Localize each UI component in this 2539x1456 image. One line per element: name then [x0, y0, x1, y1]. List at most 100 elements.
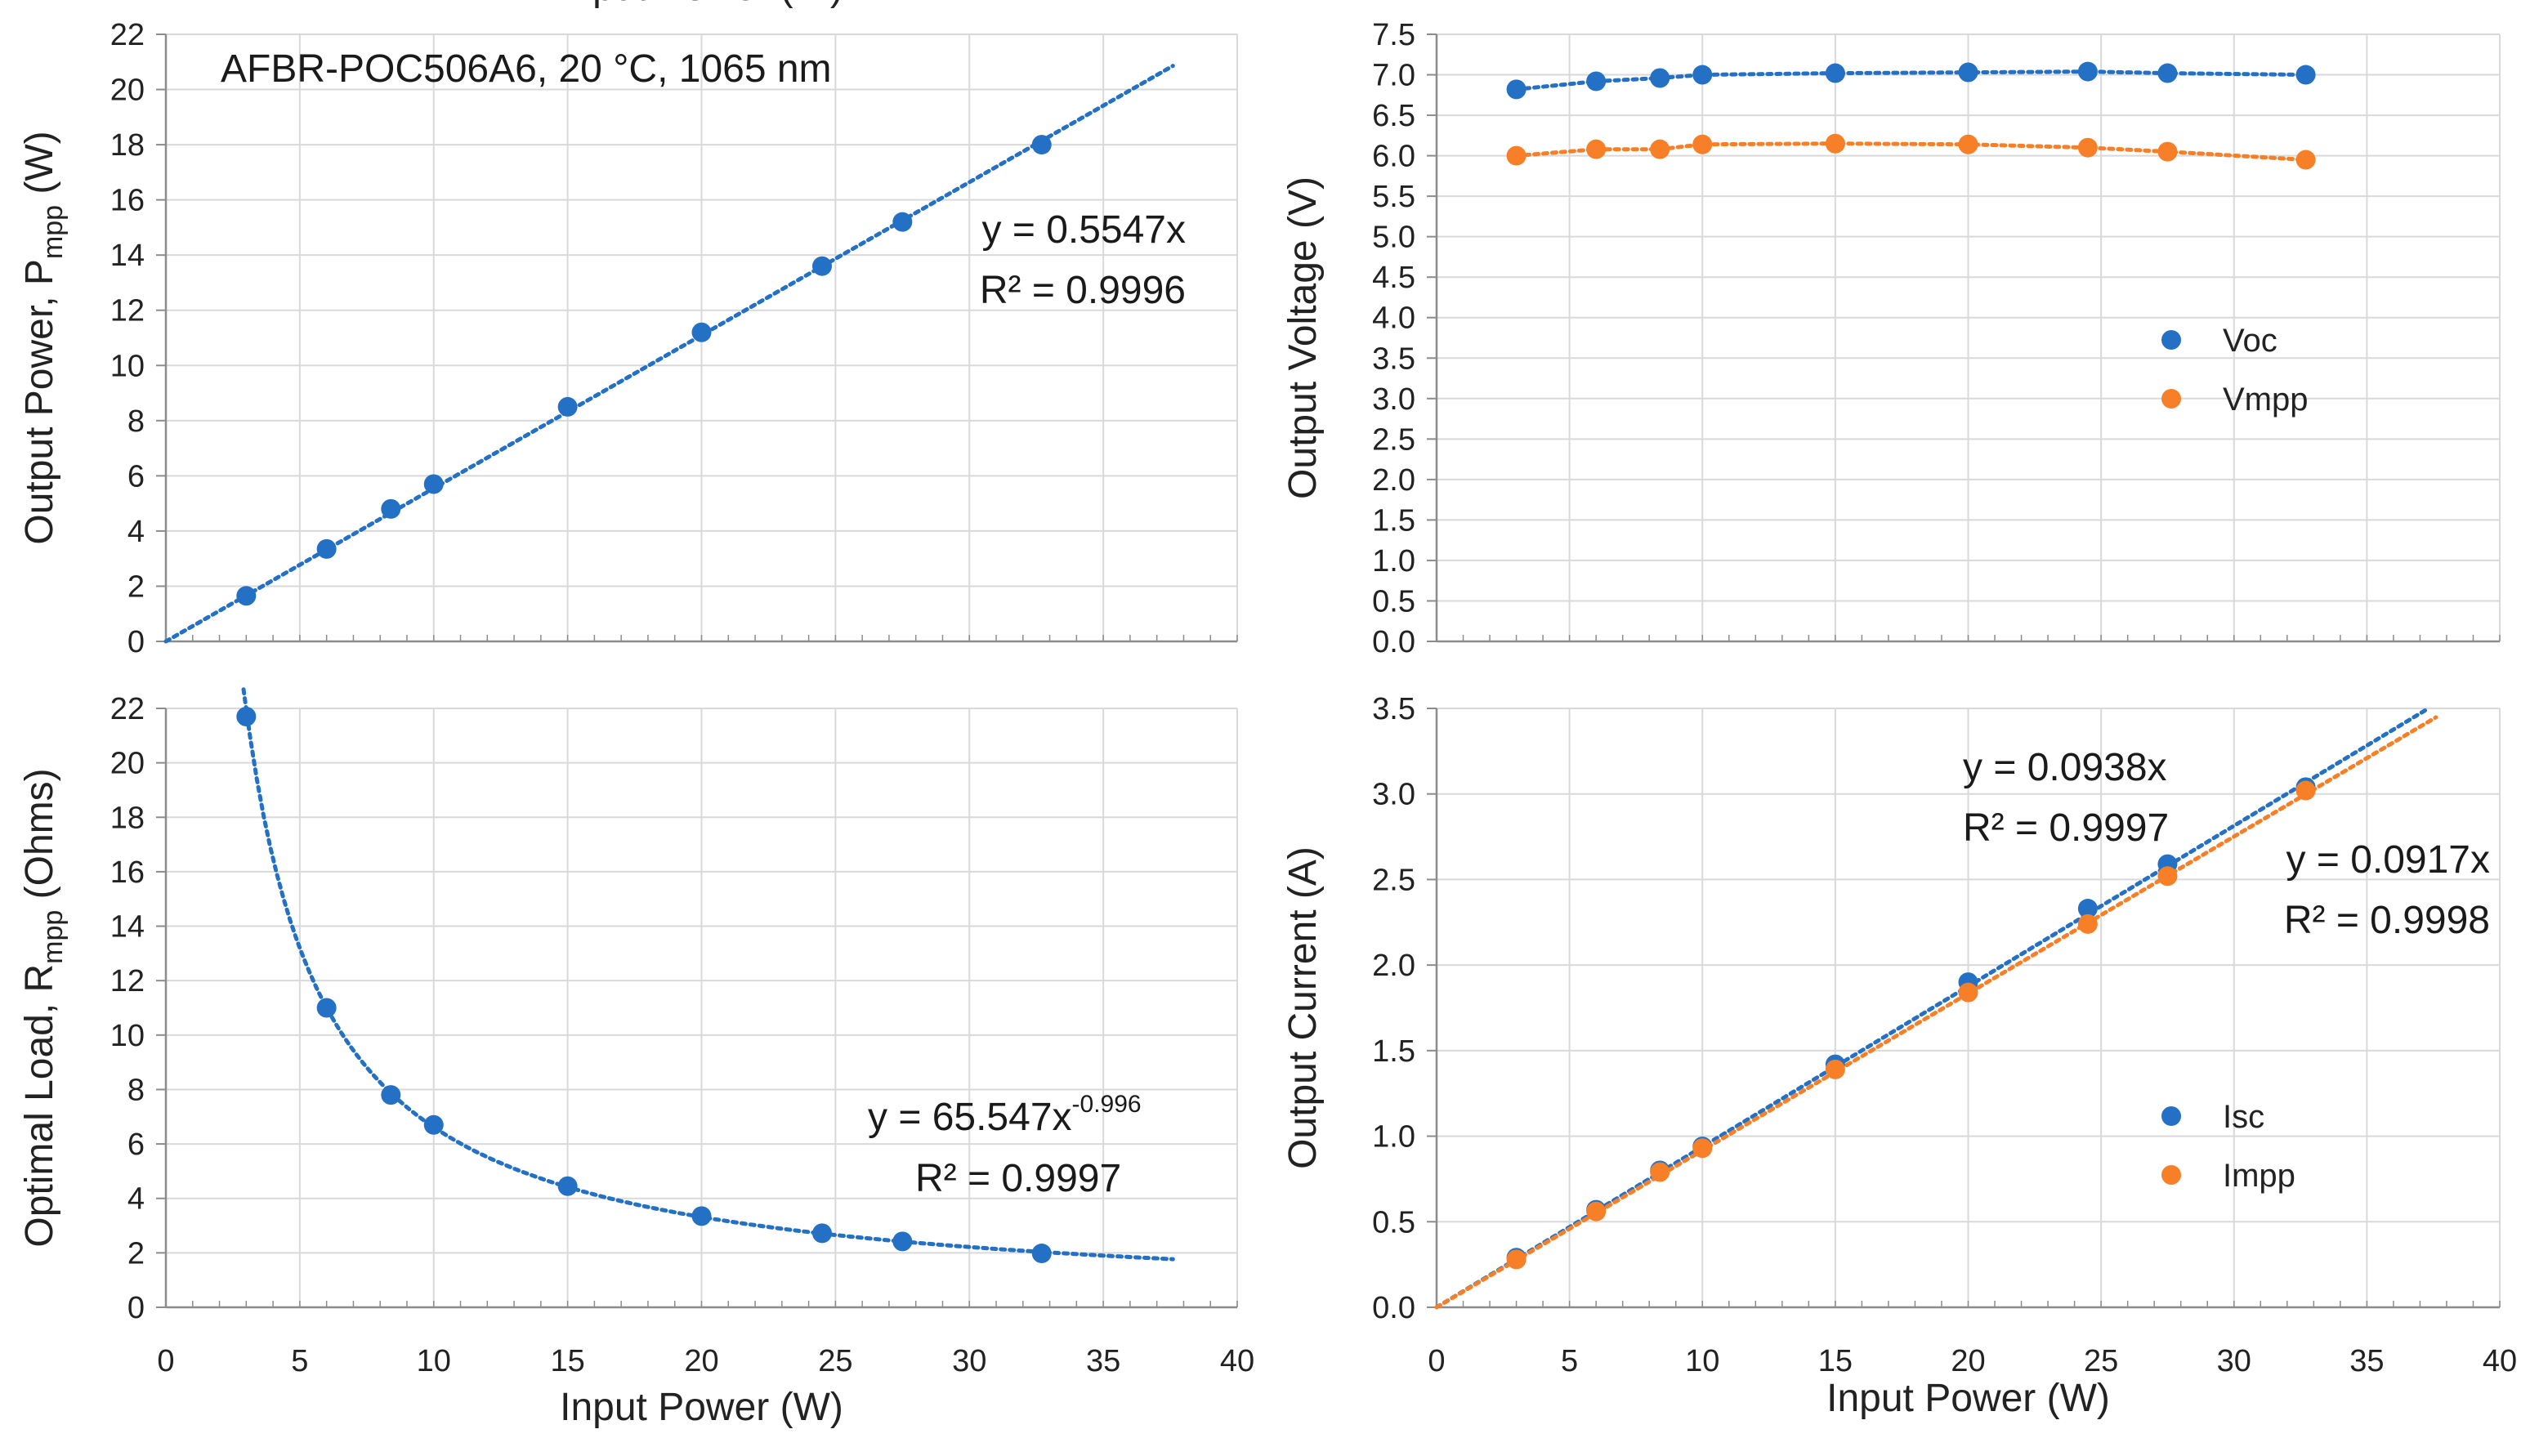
x-tick-label: 40	[2483, 1344, 2517, 1378]
y-tick-label: 2.5	[1372, 422, 1415, 457]
panel-output-current: 0.0 0.5 1.0 1.5 2.0 2.5 3.0 3.5 0 5 10 15 20 25 30 35 40…	[1281, 692, 2517, 1420]
data-point-voc	[2157, 63, 2178, 83]
y-tick-label: 10	[110, 349, 145, 383]
data-point-vmpp	[1506, 145, 1527, 166]
y-tick-label: 8	[127, 1073, 145, 1107]
data-point-impp	[1650, 1162, 1670, 1182]
y-tick-label: 6.0	[1372, 140, 1415, 174]
y-tick-label: 14	[110, 910, 145, 945]
data-point-impp	[2157, 866, 2178, 887]
data-point-voc	[1650, 68, 1670, 88]
x-axis-label: Input Power (W)	[560, 1386, 843, 1429]
y-tick-label: 3.5	[1372, 692, 1415, 726]
y-tick-label: 20	[110, 747, 145, 781]
y-tick-label: 20	[110, 74, 145, 108]
data-point-voc	[1825, 63, 1845, 83]
panel-output-power: 0 2 4 6 8 10 12 14 16 18 20 22 Input Power (W) Output…	[18, 0, 1238, 659]
y-tick-label: 10	[110, 1019, 145, 1053]
y-axis-label: Optimal Load, Rmpp (Ohms)	[18, 768, 69, 1247]
data-point-impp	[1692, 1138, 1713, 1159]
x-tick-label: 5	[291, 1344, 308, 1378]
y-tick-label: 4.0	[1372, 301, 1415, 336]
legend-marker-isc	[2161, 1106, 2181, 1126]
r-squared-label: R² = 0.9997	[915, 1157, 1121, 1200]
data-point-pmpp	[381, 498, 401, 519]
data-point-rmpp	[236, 706, 257, 726]
data-point-impp	[2077, 913, 2098, 934]
data-point-vmpp	[1958, 134, 1978, 154]
y-tick-label: 18	[110, 801, 145, 835]
data-point-voc	[1586, 71, 1607, 92]
x-tick-label: 30	[2217, 1344, 2251, 1378]
data-point-pmpp	[892, 212, 913, 232]
y-axis-label: Output Current (A)	[1281, 846, 1325, 1169]
legend-label-isc: Isc	[2223, 1099, 2264, 1135]
data-point-impp	[2295, 780, 2316, 801]
y-tick-label: 14	[110, 239, 145, 273]
data-point-vmpp	[2157, 141, 2178, 162]
y-tick-label: 0.5	[1372, 1205, 1415, 1239]
y-tick-label: 7.0	[1372, 59, 1415, 93]
y-tick-label: 6	[127, 1128, 145, 1162]
x-tick-label: 0	[1428, 1344, 1445, 1378]
y-tick-label: 1.5	[1372, 1034, 1415, 1069]
data-point-rmpp	[381, 1085, 401, 1105]
data-point-pmpp	[811, 256, 832, 276]
y-tick-label: 3.5	[1372, 342, 1415, 376]
y-tick-label: 0	[127, 625, 145, 659]
equation-label-isc: y = 0.0938x	[1963, 746, 2167, 789]
data-point-pmpp	[691, 322, 712, 342]
x-tick-label: 25	[818, 1344, 852, 1378]
data-point-vmpp	[1586, 139, 1607, 159]
data-point-rmpp	[691, 1206, 712, 1226]
y-tick-label: 22	[110, 692, 145, 726]
legend-label-vmpp: Vmpp	[2223, 382, 2309, 418]
y-tick-label: 2	[127, 1236, 145, 1271]
legend-marker-voc	[2161, 330, 2181, 350]
r-squared-label-isc: R² = 0.9997	[1963, 806, 2169, 850]
data-point-pmpp	[316, 538, 337, 559]
r-squared-label: R² = 0.9996	[980, 269, 1186, 312]
y-tick-label: 0.5	[1372, 584, 1415, 619]
y-tick-label: 3.0	[1372, 382, 1415, 417]
x-axis-label: Input Power (W)	[560, 0, 843, 9]
x-tick-label: 10	[417, 1344, 451, 1378]
y-tick-label: 6	[127, 459, 145, 494]
y-tick-label: 18	[110, 128, 145, 163]
data-point-vmpp	[1650, 139, 1670, 159]
data-point-impp	[1958, 982, 1978, 1003]
y-tick-label: 2.0	[1372, 949, 1415, 983]
data-point-voc	[1692, 65, 1713, 85]
data-point-voc	[2077, 61, 2098, 82]
y-tick-label: 1.5	[1372, 503, 1415, 538]
data-point-vmpp	[1692, 134, 1713, 154]
data-point-rmpp	[557, 1176, 578, 1196]
data-point-impp	[1506, 1249, 1527, 1270]
data-point-voc	[2295, 65, 2316, 85]
y-tick-label: 16	[110, 184, 145, 218]
data-point-rmpp	[1031, 1244, 1052, 1264]
x-tick-label: 5	[1561, 1344, 1578, 1378]
x-tick-label: 20	[1951, 1344, 1985, 1378]
legend-marker-impp	[2161, 1165, 2181, 1185]
y-tick-label: 12	[110, 294, 145, 328]
data-point-impp	[1586, 1201, 1607, 1222]
data-point-rmpp	[316, 998, 337, 1018]
x-tick-label: 40	[1220, 1344, 1254, 1378]
legend-label-impp: Impp	[2223, 1158, 2295, 1194]
y-tick-label: 5.5	[1372, 180, 1415, 214]
y-tick-label: 2.0	[1372, 463, 1415, 498]
y-tick-label: 1.0	[1372, 1120, 1415, 1155]
y-tick-label: 3.0	[1372, 778, 1415, 812]
x-tick-label: 35	[1086, 1344, 1120, 1378]
y-tick-label: 4	[127, 515, 145, 549]
data-point-pmpp	[236, 586, 257, 606]
y-tick-label: 0.0	[1372, 625, 1415, 659]
data-point-pmpp	[423, 474, 444, 494]
data-point-pmpp	[557, 396, 578, 417]
data-point-pmpp	[1031, 135, 1052, 155]
data-point-rmpp	[423, 1114, 444, 1135]
r-squared-label-impp: R² = 0.9998	[2284, 899, 2490, 942]
panel-optimal-load: 0 2 4 6 8 10 12 14 16 18 20 22 0 5 10 15 20 25 30 35 40 Input…	[18, 687, 1254, 1429]
